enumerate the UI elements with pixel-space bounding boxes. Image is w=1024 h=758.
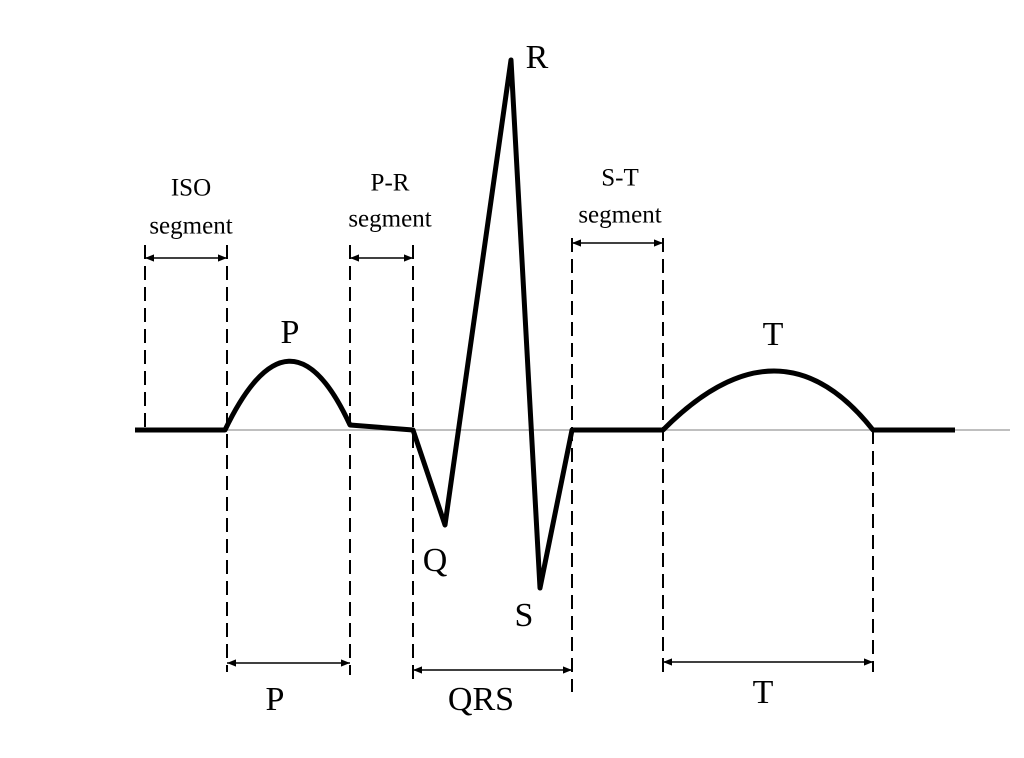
interval-arrows	[145, 239, 873, 674]
interval-label: QRS	[448, 681, 514, 718]
segment-label: segment	[578, 202, 661, 229]
wave-label: P	[281, 314, 300, 351]
segment-label: ISO	[171, 175, 211, 202]
ecg-waveform	[135, 57, 955, 591]
dashed-guides	[144, 238, 874, 692]
wave-label: T	[763, 316, 784, 353]
wave-label: S	[515, 597, 534, 634]
interval-label: P	[266, 681, 285, 718]
interval-label: T	[753, 674, 774, 711]
wave-label: R	[526, 39, 549, 76]
segment-label: P-R	[371, 170, 410, 197]
segment-label: segment	[348, 206, 431, 233]
segment-label: segment	[149, 213, 232, 240]
segment-label: S-T	[601, 165, 639, 192]
wave-label: Q	[423, 542, 448, 579]
